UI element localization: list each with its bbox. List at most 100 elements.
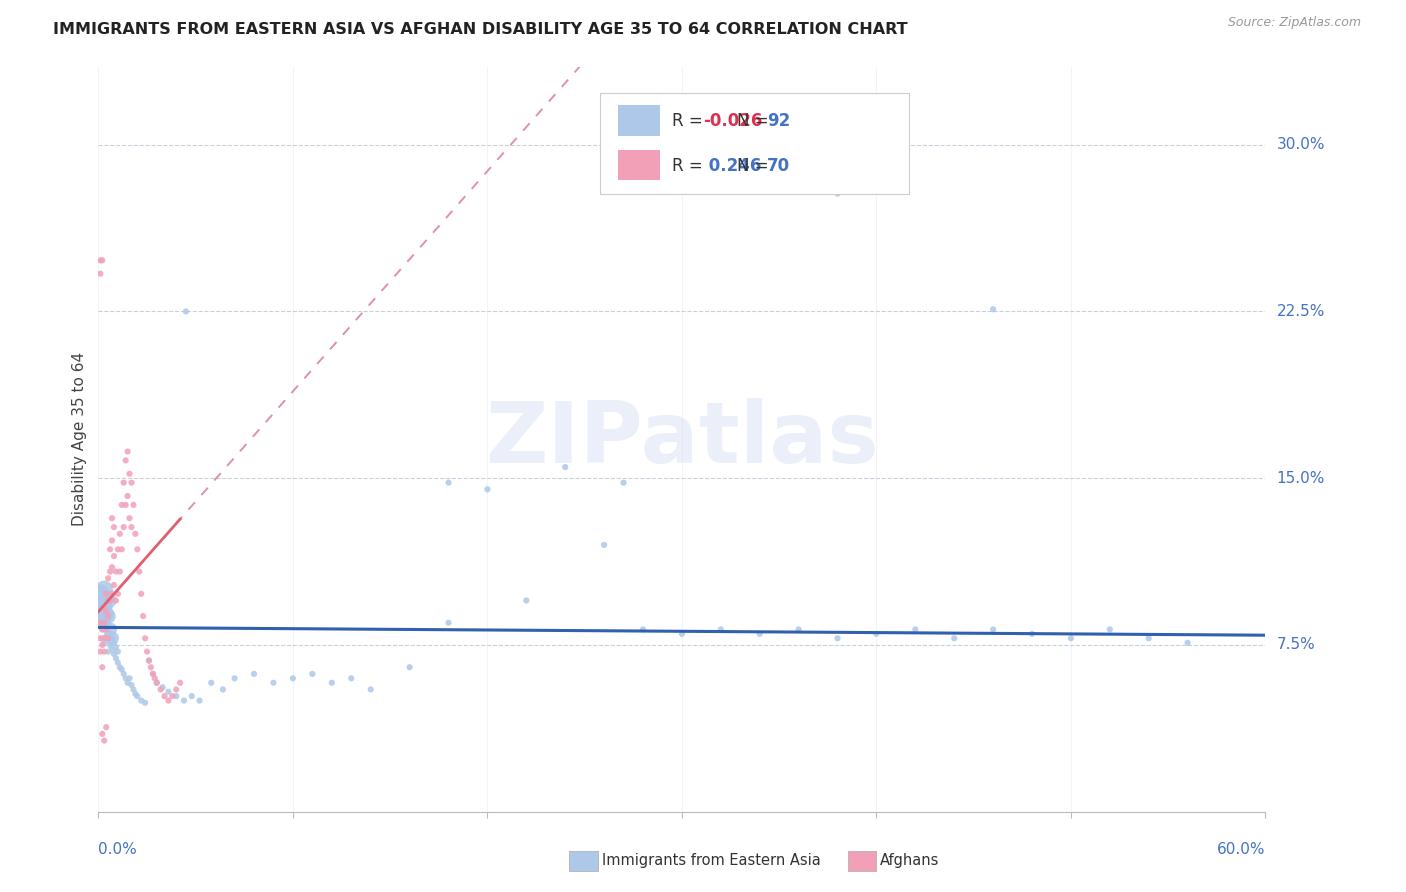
Point — [104, 593, 127, 607]
Point — [98, 627, 121, 641]
Point — [104, 640, 127, 655]
Text: R =: R = — [672, 112, 707, 130]
Point — [91, 632, 114, 646]
Point — [1177, 636, 1199, 650]
Point — [865, 627, 887, 641]
Point — [121, 520, 143, 534]
Point — [96, 629, 118, 643]
Point — [107, 645, 129, 659]
Point — [157, 693, 180, 707]
Text: N =: N = — [737, 112, 773, 130]
Point — [129, 587, 152, 601]
Text: Afghans: Afghans — [880, 854, 939, 868]
Point — [103, 647, 125, 661]
FancyBboxPatch shape — [600, 93, 910, 194]
Point — [97, 632, 120, 646]
Point — [173, 693, 195, 707]
Point — [360, 682, 382, 697]
Point — [89, 587, 111, 601]
Text: ZIPatlas: ZIPatlas — [485, 398, 879, 481]
Point — [89, 645, 111, 659]
Point — [101, 533, 124, 548]
Point — [122, 498, 145, 512]
Point — [165, 682, 187, 697]
Point — [142, 666, 165, 681]
Point — [1137, 632, 1160, 646]
Point — [89, 253, 111, 268]
Point — [112, 666, 135, 681]
Point — [671, 627, 693, 641]
Text: 70: 70 — [766, 157, 790, 175]
Point — [138, 654, 160, 668]
Point — [98, 623, 121, 637]
Text: -0.026: -0.026 — [703, 112, 762, 130]
Point — [631, 623, 654, 637]
Point — [613, 475, 636, 490]
Point — [301, 666, 323, 681]
Bar — [619, 150, 659, 180]
Point — [91, 660, 114, 674]
Point — [437, 475, 460, 490]
Point — [103, 549, 125, 563]
Point — [97, 593, 120, 607]
Point — [152, 680, 174, 694]
Point — [127, 542, 149, 557]
Point — [93, 615, 115, 630]
Point — [477, 483, 499, 497]
Point — [787, 623, 810, 637]
Point — [127, 689, 149, 703]
Point — [91, 623, 114, 637]
Text: N =: N = — [737, 157, 773, 175]
Point — [904, 623, 927, 637]
Point — [96, 720, 118, 734]
Point — [93, 609, 115, 624]
Point — [89, 600, 111, 615]
Point — [1060, 632, 1083, 646]
Point — [243, 666, 266, 681]
Text: 60.0%: 60.0% — [1218, 842, 1265, 857]
Point — [104, 565, 127, 579]
Point — [124, 526, 146, 541]
Point — [554, 460, 576, 475]
Point — [281, 671, 304, 685]
Point — [89, 609, 111, 624]
Point — [107, 587, 129, 601]
Text: 22.5%: 22.5% — [1277, 304, 1324, 319]
Text: 0.246: 0.246 — [703, 157, 761, 175]
Text: 15.0%: 15.0% — [1277, 471, 1324, 486]
Point — [827, 186, 849, 201]
Point — [89, 267, 111, 281]
Point — [93, 600, 115, 615]
Text: 92: 92 — [766, 112, 790, 130]
Point — [107, 656, 129, 670]
Point — [89, 615, 111, 630]
Point — [91, 623, 114, 637]
Point — [97, 632, 120, 646]
Point — [108, 660, 131, 674]
Point — [121, 475, 143, 490]
Point — [96, 607, 118, 621]
Point — [139, 660, 162, 674]
Point — [91, 596, 114, 610]
Point — [515, 593, 537, 607]
Point — [96, 587, 118, 601]
Point — [162, 689, 184, 703]
Point — [142, 666, 165, 681]
Point — [96, 605, 118, 619]
Text: 0.0%: 0.0% — [98, 842, 138, 857]
Point — [91, 253, 114, 268]
Point — [128, 565, 150, 579]
Text: Source: ZipAtlas.com: Source: ZipAtlas.com — [1227, 16, 1361, 29]
Point — [108, 526, 131, 541]
Point — [321, 675, 343, 690]
Point — [114, 498, 136, 512]
Point — [1021, 627, 1043, 641]
Point — [340, 671, 363, 685]
Point — [138, 654, 160, 668]
Point — [101, 632, 124, 646]
Point — [134, 632, 156, 646]
Text: Immigrants from Eastern Asia: Immigrants from Eastern Asia — [602, 854, 821, 868]
Point — [143, 671, 166, 685]
Point — [118, 511, 141, 525]
Point — [200, 675, 222, 690]
